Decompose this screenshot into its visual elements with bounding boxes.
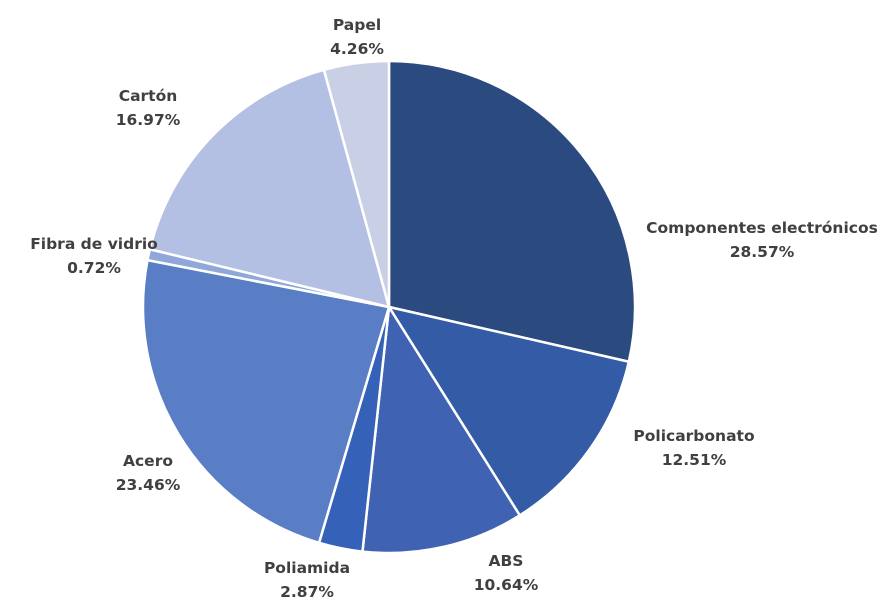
slice-percent-label: 10.64% (474, 576, 539, 594)
slice-label: Cartón (119, 87, 178, 105)
slice-percent-label: 28.57% (730, 243, 795, 261)
slice-label: ABS (489, 552, 524, 570)
pie-slice-abs (361, 305, 522, 555)
slice-label: Acero (123, 452, 173, 470)
pie-slice-componentes-electr-nicos (387, 59, 637, 363)
slice-label: Componentes electrónicos (646, 219, 878, 237)
slice-percent-label: 23.46% (116, 476, 181, 494)
pie-slice-acero (141, 258, 391, 545)
slice-label: Poliamida (264, 559, 350, 577)
pie-slices (141, 59, 637, 555)
slice-percent-label: 12.51% (662, 451, 727, 469)
pie-slice-policarbonato (387, 305, 631, 517)
slice-label: Fibra de vidrio (30, 235, 158, 253)
slice-label: Policarbonato (633, 427, 754, 445)
slice-label: Papel (333, 16, 381, 34)
slice-percent-label: 4.26% (330, 40, 384, 58)
pie-slice-papel (322, 59, 391, 309)
slice-percent-label: 16.97% (116, 111, 181, 129)
slice-percent-label: 2.87% (280, 583, 334, 601)
slice-labels: Componentes electrónicos 28.57% Policarbon… (30, 16, 878, 601)
slice-percent-label: 0.72% (67, 259, 121, 277)
pie-slice-cart-n (148, 68, 391, 309)
